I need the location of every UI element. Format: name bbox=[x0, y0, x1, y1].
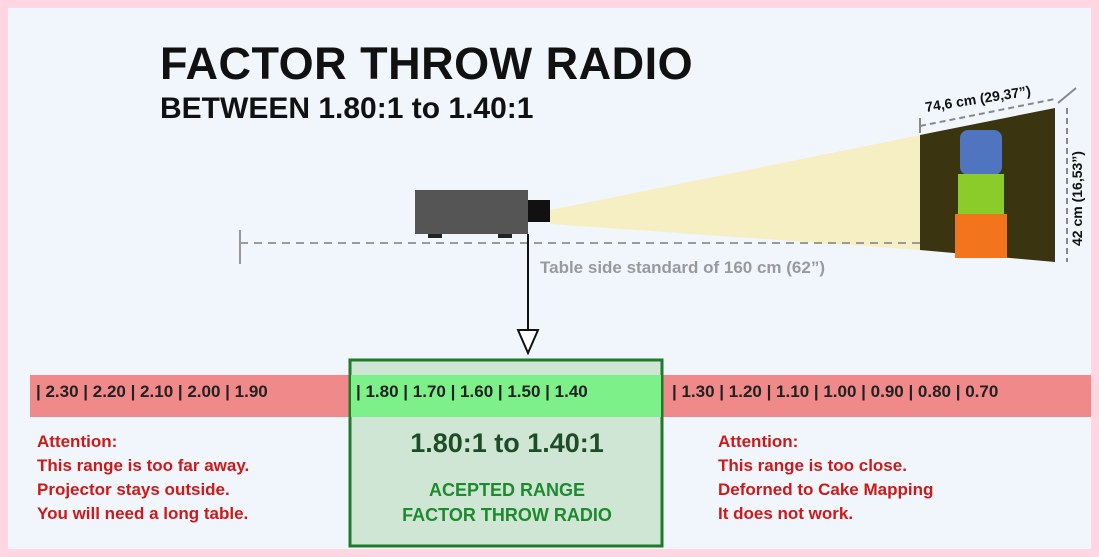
canvas: 74,6 cm (29,37”) 42 cm (16,53”) FACTOR T… bbox=[8, 8, 1091, 549]
caption-line: ACEPTED RANGE bbox=[350, 478, 664, 503]
projector bbox=[415, 190, 528, 234]
warning-line: You will need a long table. bbox=[37, 502, 249, 526]
cake-layer bbox=[958, 174, 1004, 214]
light-beam bbox=[550, 135, 920, 250]
subtitle: BETWEEN 1.80:1 to 1.40:1 bbox=[160, 92, 533, 126]
warning-line: This range is too close. bbox=[718, 454, 933, 478]
height-label: 42 cm (16,53”) bbox=[1069, 151, 1085, 246]
projector-foot bbox=[428, 234, 442, 238]
cake-layer bbox=[955, 214, 1007, 258]
page: 74,6 cm (29,37”) 42 cm (16,53”) FACTOR T… bbox=[0, 0, 1099, 557]
warning-line: Attention: bbox=[37, 430, 249, 454]
projector-lens bbox=[528, 200, 550, 222]
projector-foot bbox=[498, 234, 512, 238]
title: FACTOR THROW RADIO bbox=[160, 38, 693, 90]
warning-line: Deforned to Cake Mapping bbox=[718, 478, 933, 502]
range-caption: ACEPTED RANGE FACTOR THROW RADIO bbox=[350, 478, 664, 528]
warning-close: Attention: This range is too close. Defo… bbox=[718, 430, 933, 526]
dimension-end bbox=[1058, 88, 1076, 103]
warning-far: Attention: This range is too far away. P… bbox=[37, 430, 249, 526]
range-title: 1.80:1 to 1.40:1 bbox=[350, 428, 664, 459]
width-label: 74,6 cm (29,37”) bbox=[924, 82, 1032, 114]
caption-line: FACTOR THROW RADIO bbox=[350, 503, 664, 528]
scale-left: | 2.30 | 2.20 | 2.10 | 2.00 | 1.90 bbox=[36, 382, 268, 402]
scale-right: | 1.30 | 1.20 | 1.10 | 1.00 | 0.90 | 0.8… bbox=[672, 382, 998, 402]
arrow-head bbox=[518, 330, 538, 353]
cake-layer bbox=[960, 130, 1002, 175]
warning-line: Attention: bbox=[718, 430, 933, 454]
warning-line: It does not work. bbox=[718, 502, 933, 526]
scale-accepted: | 1.80 | 1.70 | 1.60 | 1.50 | 1.40 bbox=[356, 382, 588, 402]
warning-line: Projector stays outside. bbox=[37, 478, 249, 502]
table-note: Table side standard of 160 cm (62”) bbox=[540, 258, 825, 278]
warning-line: This range is too far away. bbox=[37, 454, 249, 478]
